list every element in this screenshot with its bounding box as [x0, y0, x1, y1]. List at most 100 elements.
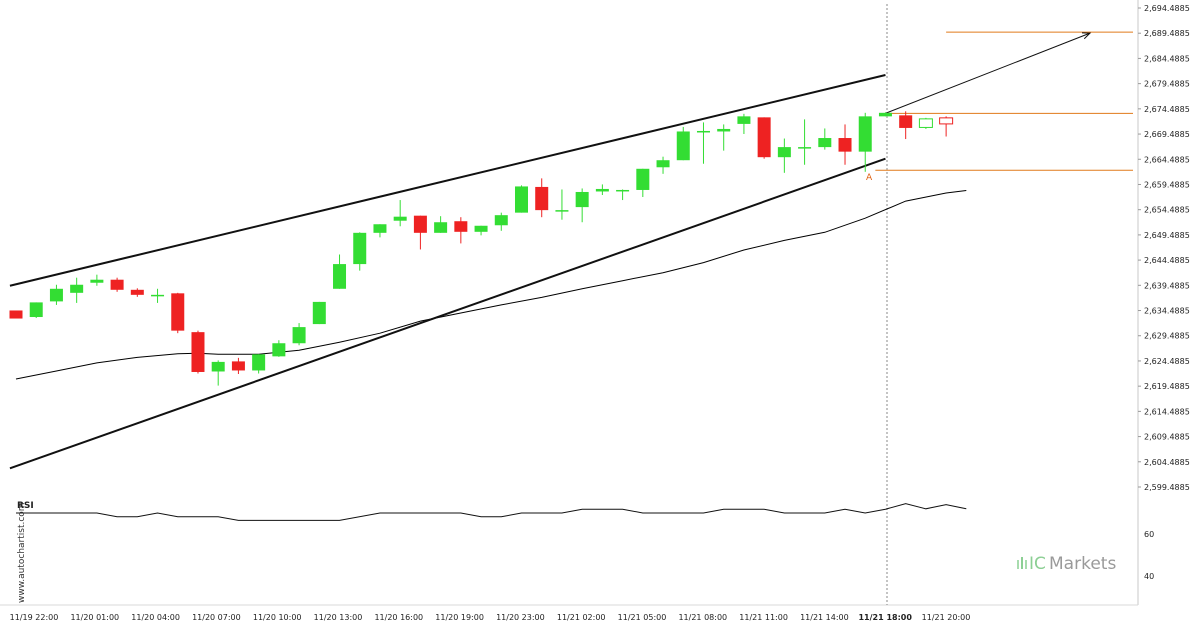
price-tick-label: 2,659.4885	[1144, 180, 1190, 189]
time-tick-label: 11/19 22:00	[10, 613, 59, 622]
price-tick-label: 2,624.4885	[1144, 357, 1190, 366]
price-tick-label: 2,679.4885	[1144, 80, 1190, 89]
candle-body	[413, 215, 427, 233]
candle	[130, 288, 144, 297]
price-tick-label: 2,634.4885	[1144, 307, 1190, 316]
candle	[231, 357, 245, 374]
time-tick-label: 11/20 23:00	[496, 613, 545, 622]
candle-body	[838, 138, 852, 152]
candle-body	[211, 361, 225, 372]
time-tick-label: 11/21 18:00	[858, 613, 912, 622]
candle	[90, 274, 104, 286]
candle	[110, 277, 124, 292]
time-tick-label: 11/20 04:00	[131, 613, 180, 622]
candle	[191, 330, 205, 374]
moving-average-line	[15, 190, 967, 380]
candle-body	[434, 222, 448, 233]
candle-body	[312, 301, 326, 325]
watermark-text: www.autochartist.com	[17, 502, 27, 603]
candle-body	[818, 138, 832, 148]
trend-lines	[9, 74, 886, 470]
price-tick-label: 2,604.4885	[1144, 458, 1190, 467]
candle	[777, 138, 791, 173]
time-axis: 11/19 22:00 11/20 01:00 11/20 04:00 11/20 0…	[10, 613, 971, 622]
candle	[595, 184, 609, 196]
candle	[757, 117, 771, 159]
time-tick-label: 11/20 10:00	[253, 613, 302, 622]
price-levels	[875, 31, 1133, 171]
candle	[838, 124, 852, 165]
candle	[171, 292, 185, 334]
time-tick-label: 11/21 11:00	[739, 613, 788, 622]
price-tick-label: 2,654.4885	[1144, 206, 1190, 215]
candles	[9, 111, 954, 386]
candle-body	[878, 112, 892, 117]
candle-body	[696, 130, 710, 133]
brand-suffix: Markets	[1049, 554, 1116, 574]
time-tick-label: 11/21 08:00	[678, 613, 727, 622]
price-tick-label: 2,644.4885	[1144, 256, 1190, 265]
candle-body	[9, 310, 23, 319]
candle-body	[918, 118, 933, 128]
time-tick-label: 11/20 13:00	[314, 613, 363, 622]
candle-body	[110, 279, 124, 290]
candle-body	[737, 116, 751, 124]
candle-body	[575, 191, 589, 208]
candle	[939, 116, 954, 137]
candle	[393, 200, 407, 227]
candle-body	[757, 117, 771, 158]
candle	[413, 215, 427, 250]
candle-body	[29, 302, 43, 318]
time-tick-label: 11/20 01:00	[70, 613, 119, 622]
candle	[555, 189, 569, 220]
candle-body	[858, 116, 872, 152]
time-tick-label: 11/21 02:00	[557, 613, 606, 622]
candle-body	[515, 186, 528, 213]
candle-body	[777, 147, 791, 158]
candle-body	[798, 147, 812, 149]
candle-body	[656, 160, 670, 168]
candle	[636, 168, 650, 198]
candle	[515, 185, 528, 213]
candle	[818, 128, 832, 150]
candle	[272, 340, 286, 357]
candle	[717, 124, 731, 151]
candle-body	[717, 128, 731, 132]
candle-body	[676, 131, 690, 161]
candle	[353, 232, 367, 271]
rsi-label: RSI	[17, 501, 34, 511]
candle-body	[353, 232, 367, 265]
candle-body	[636, 168, 650, 190]
candle	[474, 225, 488, 236]
candle-body	[454, 221, 468, 232]
price-axis: 2,694.4885 2,689.4885 2,684.4885 2,679.4885…	[1138, 4, 1190, 581]
candle	[575, 188, 589, 223]
rsi-panel	[16, 503, 967, 521]
projection-arrow-line	[885, 32, 1091, 114]
price-tick-label: 2,674.4885	[1144, 105, 1190, 114]
candle	[434, 216, 448, 233]
candle-body	[333, 264, 347, 289]
candle-body	[191, 332, 205, 372]
candle-body	[555, 210, 569, 212]
candle	[696, 122, 710, 164]
candle	[494, 212, 508, 231]
candle-body	[393, 216, 407, 221]
price-tick-label: 2,669.4885	[1144, 130, 1190, 139]
time-tick-label: 11/21 05:00	[618, 613, 667, 622]
grid	[0, 0, 1139, 606]
price-tick-label: 2,629.4885	[1144, 332, 1190, 341]
brand-mark-icon	[1017, 557, 1027, 569]
trend-line	[9, 157, 886, 470]
price-tick-label: 2,684.4885	[1144, 54, 1190, 63]
candle	[312, 301, 326, 325]
rsi-tick-label: 60	[1144, 530, 1154, 539]
time-tick-label: 11/20 07:00	[192, 613, 241, 622]
pattern-point-label: A	[866, 173, 873, 183]
candle-body	[899, 115, 913, 128]
candle	[878, 112, 892, 117]
price-tick-label: 2,609.4885	[1144, 433, 1190, 442]
time-tick-label: 11/21 14:00	[800, 613, 849, 622]
candle	[151, 288, 165, 303]
